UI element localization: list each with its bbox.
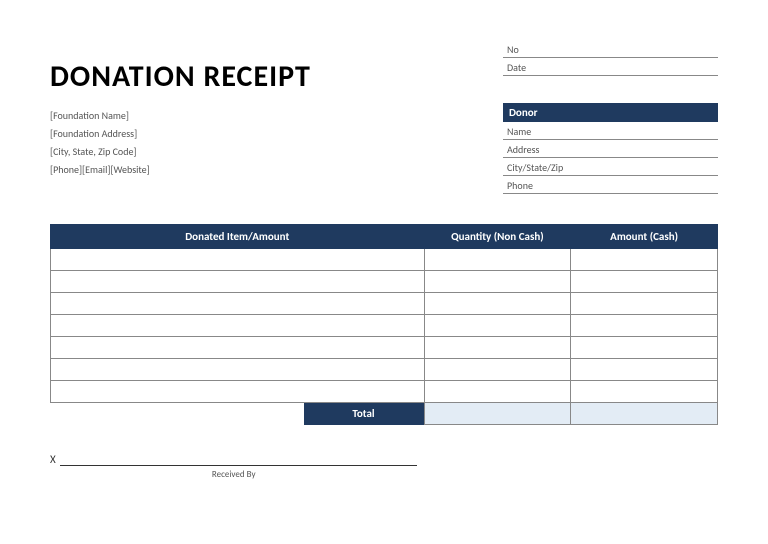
- signature-x: X: [50, 453, 56, 466]
- table-row: [51, 249, 718, 271]
- cell[interactable]: [51, 293, 425, 315]
- foundation-block: [Foundation Name] [Foundation Address] […: [50, 107, 150, 179]
- cell[interactable]: [51, 359, 425, 381]
- page-title: DONATION RECEIPT: [50, 58, 311, 95]
- total-row: Total: [51, 403, 718, 425]
- signature-label: Received By: [50, 469, 417, 480]
- cell[interactable]: [51, 337, 425, 359]
- cell[interactable]: [424, 271, 571, 293]
- table-row: [51, 271, 718, 293]
- cell[interactable]: [424, 381, 571, 403]
- meta-no: No: [503, 40, 718, 58]
- cell[interactable]: [51, 315, 425, 337]
- table-row: [51, 315, 718, 337]
- foundation-name: [Foundation Name]: [50, 107, 150, 125]
- col-amount: Amount (Cash): [571, 225, 718, 249]
- donor-box: Donor Name Address City/State/Zip Phone: [503, 103, 718, 194]
- cell[interactable]: [571, 249, 718, 271]
- cell[interactable]: [571, 381, 718, 403]
- donor-address: Address: [503, 140, 718, 158]
- foundation-address: [Foundation Address]: [50, 125, 150, 143]
- cell[interactable]: [571, 293, 718, 315]
- cell[interactable]: [424, 293, 571, 315]
- cell[interactable]: [51, 249, 425, 271]
- meta-box: No Date: [503, 40, 718, 76]
- total-amount: [571, 403, 718, 425]
- donor-header: Donor: [503, 103, 718, 122]
- table-row: [51, 359, 718, 381]
- donor-phone: Phone: [503, 176, 718, 194]
- meta-date: Date: [503, 58, 718, 76]
- total-label: Total: [304, 403, 424, 425]
- cell[interactable]: [51, 271, 425, 293]
- cell[interactable]: [51, 381, 425, 403]
- cell[interactable]: [571, 359, 718, 381]
- table-row: [51, 381, 718, 403]
- cell[interactable]: [571, 315, 718, 337]
- signature-area: X Received By: [50, 453, 417, 480]
- donor-name: Name: [503, 122, 718, 140]
- table-row: [51, 337, 718, 359]
- foundation-csz: [City, State, Zip Code]: [50, 143, 150, 161]
- table-header-row: Donated Item/Amount Quantity (Non Cash) …: [51, 225, 718, 249]
- col-qty: Quantity (Non Cash): [424, 225, 571, 249]
- cell[interactable]: [424, 315, 571, 337]
- col-item: Donated Item/Amount: [51, 225, 425, 249]
- cell[interactable]: [571, 337, 718, 359]
- signature-line[interactable]: [60, 454, 418, 466]
- cell[interactable]: [571, 271, 718, 293]
- cell[interactable]: [424, 337, 571, 359]
- donor-csz: City/State/Zip: [503, 158, 718, 176]
- cell[interactable]: [424, 249, 571, 271]
- items-table: Donated Item/Amount Quantity (Non Cash) …: [50, 224, 718, 425]
- cell[interactable]: [424, 359, 571, 381]
- table-row: [51, 293, 718, 315]
- foundation-contact: [Phone][Email][Website]: [50, 161, 150, 179]
- total-qty: [424, 403, 571, 425]
